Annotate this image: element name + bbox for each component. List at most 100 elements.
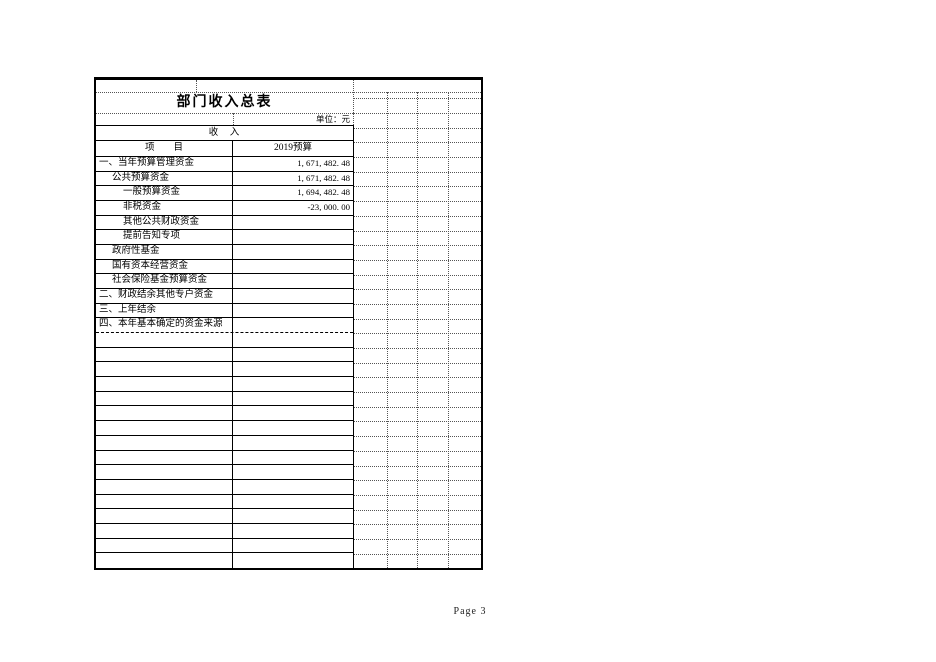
empty-table-row [96, 509, 353, 524]
row-value [233, 539, 353, 553]
gridline-horizontal [353, 406, 481, 408]
row-value [233, 509, 353, 523]
income-summary-sheet: 部门收入总表 单位：元 收 入 项 目 2019预算 一、当年预算管理资金 1,… [94, 77, 483, 570]
page-number: Page 3 [453, 606, 487, 617]
empty-table-row [96, 377, 353, 392]
table-row: 三、上年结余 [96, 303, 353, 319]
gridline-horizontal [353, 259, 481, 261]
empty-table-row [96, 523, 353, 539]
gridline-horizontal [353, 465, 481, 467]
row-label [96, 377, 233, 391]
row-value: 1, 671, 482. 48 [297, 172, 350, 183]
gridline-horizontal [353, 274, 481, 276]
gridline-horizontal [353, 157, 481, 159]
row-label [96, 347, 233, 362]
row-label: 四、本年基本确定的资金来源 [96, 318, 233, 332]
empty-table-row [96, 362, 353, 378]
gridline-vertical [417, 92, 418, 568]
row-label [96, 538, 233, 553]
gridline-horizontal [353, 127, 481, 129]
empty-table-row [96, 479, 353, 495]
row-label: 二、财政结余其他专户资金 [96, 288, 233, 303]
empty-table-row [96, 494, 353, 510]
row-label: 非税资金 [96, 200, 233, 215]
row-value [233, 524, 353, 538]
row-label: 公共预算资金 [96, 171, 233, 186]
row-value [233, 230, 353, 244]
gridline-horizontal [353, 377, 481, 379]
row-value [233, 406, 353, 420]
outside-gridlines-area [353, 80, 481, 568]
row-value: 1, 694, 482. 48 [297, 187, 350, 198]
row-label [96, 494, 233, 509]
row-value [233, 451, 353, 465]
gridline-horizontal [353, 98, 481, 100]
row-label: 一、当年预算管理资金 [96, 157, 233, 171]
gridline-vertical [353, 80, 354, 125]
gridline-horizontal [353, 362, 481, 364]
row-value [233, 348, 353, 362]
column-header-row: 项 目 2019预算 [96, 141, 354, 157]
gridline-horizontal [353, 392, 481, 394]
row-value [233, 216, 353, 230]
gridline-vertical [387, 92, 388, 568]
gridline-horizontal [353, 201, 481, 203]
row-label [96, 333, 233, 347]
row-value [233, 465, 353, 479]
gridline-vertical [233, 113, 234, 125]
table-row: 一般预算资金 1, 694, 482. 48 [96, 186, 353, 201]
gridline-horizontal [353, 186, 481, 188]
data-rows: 一、当年预算管理资金 1, 671, 482. 48 公共预算资金 1, 671… [96, 157, 354, 333]
gridline-horizontal [96, 92, 481, 93]
empty-table-row [96, 465, 353, 480]
row-label [96, 435, 233, 450]
gridline-horizontal [353, 539, 481, 540]
column-header-item: 项 目 [96, 141, 233, 156]
table-row: 国有资本经营资金 [96, 259, 353, 275]
row-label: 政府性基金 [96, 244, 233, 259]
empty-table-row [96, 347, 353, 363]
gridline-horizontal [353, 112, 481, 114]
table-row: 二、财政结余其他专户资金 [96, 288, 353, 304]
unit-label: 单位：元 [315, 114, 350, 124]
gridline-horizontal [353, 436, 481, 438]
row-label: 社会保险基金预算资金 [96, 274, 233, 288]
table-row: 非税资金 -23, 000. 00 [96, 200, 353, 216]
row-label [96, 553, 233, 568]
gridline-horizontal [353, 450, 481, 452]
gridline-horizontal [353, 215, 481, 217]
gridline-horizontal [353, 171, 481, 173]
table-row: 公共预算资金 1, 671, 482. 48 [96, 171, 353, 187]
table-row: 提前告知专项 [96, 230, 353, 245]
row-label: 三、上年结余 [96, 303, 233, 318]
empty-table-row [96, 406, 353, 422]
gridline-horizontal [353, 509, 481, 511]
row-label [96, 479, 233, 494]
gridline-horizontal [353, 553, 481, 555]
row-value [233, 274, 353, 288]
row-label [96, 465, 233, 479]
row-value [233, 392, 353, 406]
column-header-budget: 2019预算 [273, 143, 312, 153]
row-value [233, 318, 353, 332]
gridline-horizontal [96, 113, 353, 114]
empty-table-row [96, 391, 353, 407]
gridline-horizontal [353, 494, 481, 496]
row-label [96, 523, 233, 538]
empty-table-row [96, 421, 353, 436]
gridline-vertical [196, 80, 197, 92]
row-label: 一般预算资金 [96, 186, 233, 200]
gridline-horizontal [353, 524, 481, 526]
row-label [96, 391, 233, 406]
gridline-horizontal [353, 318, 481, 320]
row-label [96, 509, 233, 523]
row-value [233, 333, 353, 347]
empty-table-row [96, 538, 353, 554]
row-value [233, 245, 353, 259]
gridline-horizontal [353, 303, 481, 305]
gridline-vertical [448, 92, 449, 568]
row-value [233, 362, 353, 376]
row-label [96, 421, 233, 435]
row-value [233, 421, 353, 435]
gridline-horizontal [353, 230, 481, 232]
